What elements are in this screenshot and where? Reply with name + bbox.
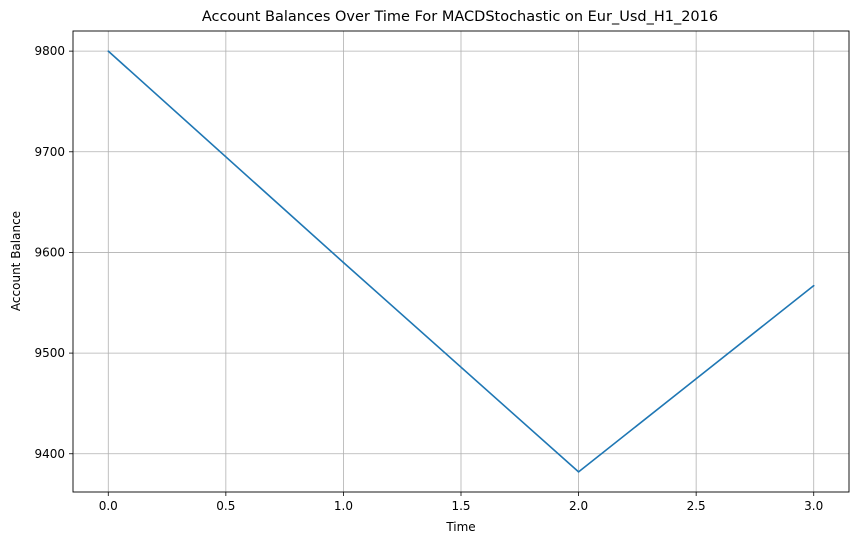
x-tick-label: 0.0 <box>99 499 118 513</box>
y-tick-label: 9800 <box>34 44 65 58</box>
chart-title: Account Balances Over Time For MACDStoch… <box>202 9 718 25</box>
x-axis-label: Time <box>445 520 475 534</box>
y-tick-label: 9400 <box>34 447 65 461</box>
series-line <box>107 50 815 473</box>
data-point <box>812 284 815 287</box>
data-point <box>577 471 580 473</box>
x-tick-label: 3.0 <box>804 499 823 513</box>
y-axis-label: Account Balance <box>9 211 23 311</box>
axis-ticks: 0.0 0.5 1.0 1.5 2.0 2.5 3.0 9400 9500 9600 9700 980… <box>34 44 823 513</box>
y-tick-label: 9700 <box>34 145 65 159</box>
x-tick-label: 2.5 <box>687 499 706 513</box>
x-tick-label: 2.0 <box>569 499 588 513</box>
x-tick-label: 0.5 <box>216 499 235 513</box>
series-layer <box>107 50 815 473</box>
x-tick-label: 1.5 <box>451 499 470 513</box>
y-tick-label: 9500 <box>34 346 65 360</box>
x-tick-label: 1.0 <box>334 499 353 513</box>
data-point <box>342 261 345 264</box>
grid-lines <box>73 31 849 492</box>
y-tick-label: 9600 <box>34 245 65 259</box>
data-point <box>107 50 110 52</box>
